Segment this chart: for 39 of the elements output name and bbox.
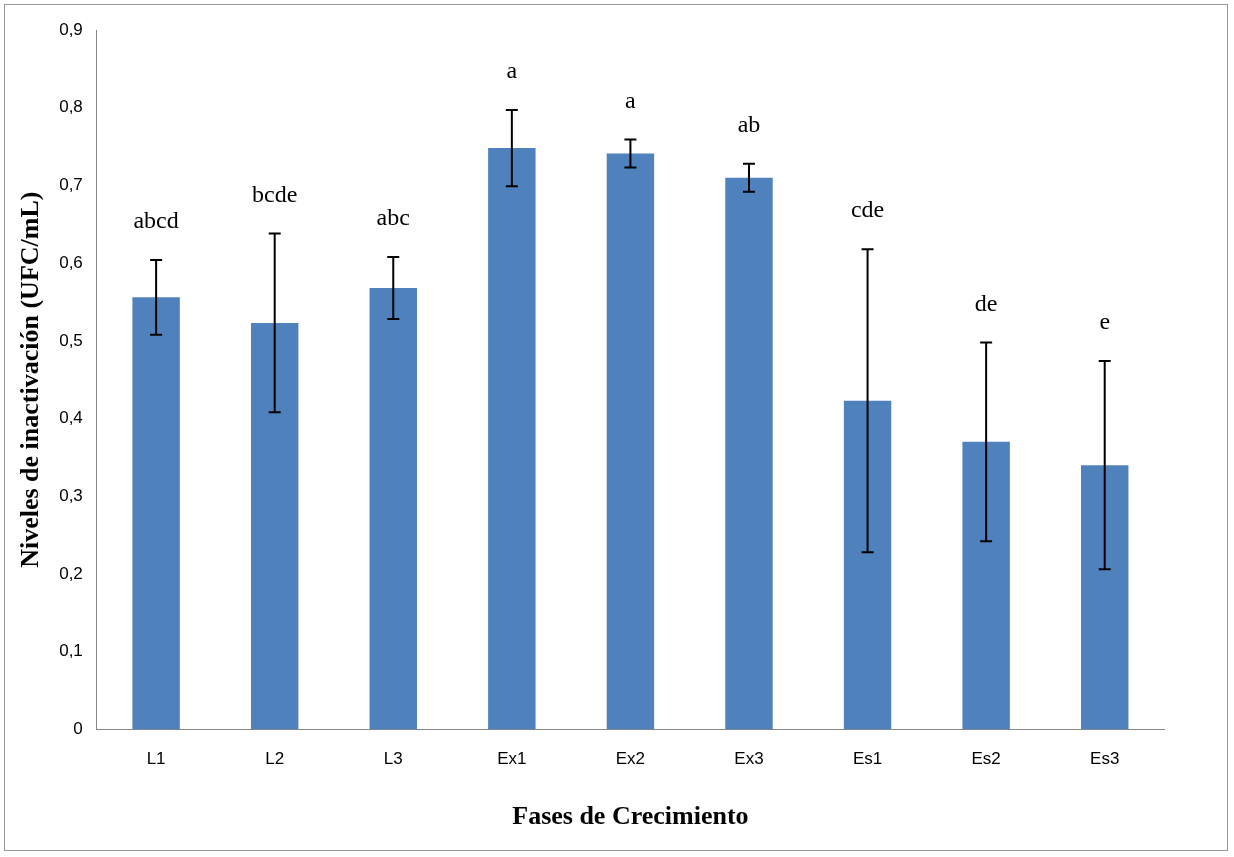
x-tick-label: Ex3: [734, 749, 764, 769]
annotation: bcde: [252, 180, 298, 207]
bar: [962, 441, 1010, 730]
annotation: de: [974, 289, 998, 316]
annotation: cde: [850, 196, 885, 223]
x-tick-label: L1: [146, 749, 166, 769]
x-tick-label: Ex1: [497, 749, 527, 769]
y-tick-label: 0: [73, 719, 83, 739]
x-tick-label: Ex2: [615, 749, 646, 769]
annotation: abcd: [133, 207, 179, 234]
y-tick-label: 0,1: [59, 641, 83, 661]
y-tick-label: 0,4: [59, 408, 83, 428]
x-axis-title: Fases de Crecimiento: [512, 801, 749, 831]
bar: [250, 322, 299, 730]
x-tick-label: L3: [383, 749, 403, 769]
y-tick-label: 0,5: [59, 330, 83, 350]
bar: [132, 297, 180, 730]
bar: [843, 400, 892, 730]
y-tick-label: 0,6: [59, 252, 83, 272]
annotation: e: [1099, 308, 1111, 335]
y-tick-label: 0,8: [59, 97, 83, 117]
x-tick-label: L2: [265, 749, 285, 769]
x-tick-label: Es1: [852, 749, 883, 769]
x-tick-label: Es2: [971, 749, 1001, 769]
bar: [606, 153, 655, 730]
bar: [369, 288, 417, 730]
y-tick-label: 0,9: [59, 19, 83, 39]
annotation: a: [506, 57, 518, 84]
bar: [488, 148, 536, 730]
bar: [725, 177, 773, 730]
annotation: abc: [376, 204, 410, 231]
y-tick-label: 0,2: [59, 563, 83, 583]
x-tick-label: Es3: [1090, 749, 1120, 769]
y-axis-title: Niveles de inactivación (UFC/mL): [15, 191, 45, 568]
y-tick-label: 0,7: [59, 175, 83, 195]
bar: [1081, 465, 1129, 730]
y-tick-label: 0,3: [59, 485, 83, 505]
annotation: ab: [737, 110, 761, 137]
annotation: a: [625, 86, 637, 113]
